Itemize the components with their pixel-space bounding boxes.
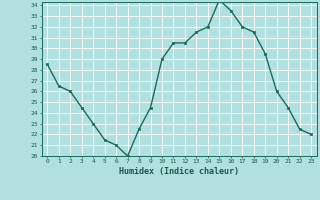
X-axis label: Humidex (Indice chaleur): Humidex (Indice chaleur) — [119, 167, 239, 176]
